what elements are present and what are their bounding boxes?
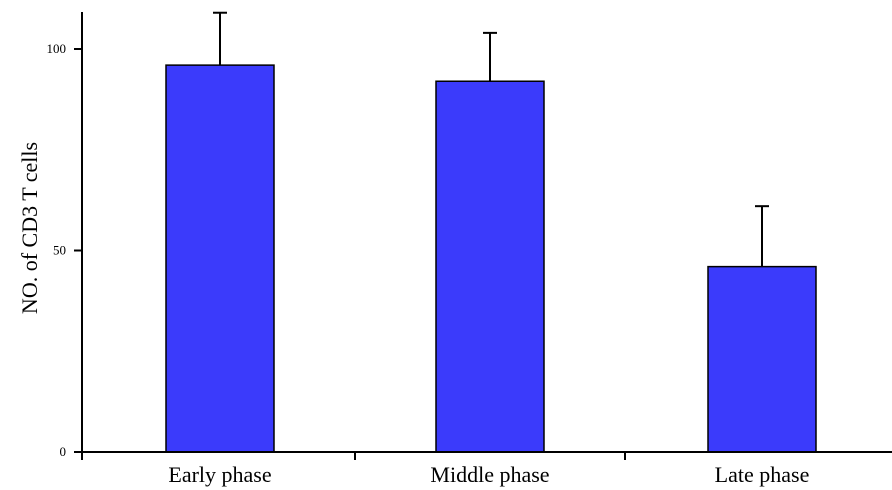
bar-early-phase — [165, 64, 275, 453]
error-bars-layer — [213, 11, 769, 267]
axes-layer — [74, 12, 892, 460]
y-axis-title: NO. of CD3 T cells — [17, 142, 42, 314]
x-tick-label-middle-phase: Middle phase — [430, 462, 549, 487]
y-tick-label-0: 0 — [60, 444, 67, 459]
bar-middle-phase — [435, 80, 545, 453]
y-tick-label-100: 100 — [47, 41, 67, 56]
x-tick-label-late-phase: Late phase — [715, 462, 810, 487]
labels-layer: Early phase Middle phase Late phase 0 50 100 — [47, 41, 810, 487]
bars-layer — [165, 64, 817, 453]
y-tick-label-50: 50 — [53, 243, 66, 258]
x-tick-label-early-phase: Early phase — [168, 462, 271, 487]
bar-late-phase — [707, 265, 817, 453]
